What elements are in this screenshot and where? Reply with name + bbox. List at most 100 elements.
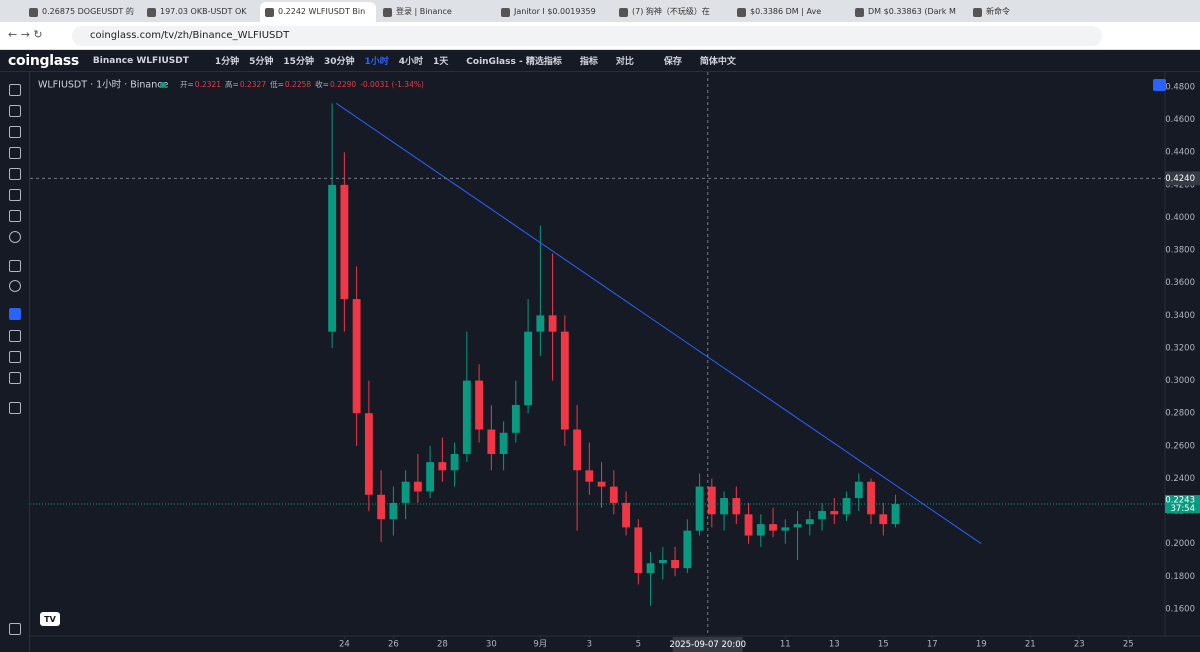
candle-body xyxy=(671,559,679,569)
browser-tab[interactable]: 197.03 OKB-USDT OK xyxy=(142,2,258,22)
countdown: 37:54 xyxy=(1171,504,1196,514)
y-tick-label: 0.3000 xyxy=(1165,376,1195,386)
nav-buttons[interactable]: ← → ↻ xyxy=(8,28,43,41)
candle-body xyxy=(524,331,533,406)
drawing-toolbar xyxy=(0,72,30,652)
chart-title: WLFIUSDT · 1小时 · Binance xyxy=(38,79,168,91)
tool-icon[interactable] xyxy=(9,280,21,292)
candle-body xyxy=(364,413,373,495)
candle-body xyxy=(842,498,851,515)
browser-tab[interactable]: 登录 | Binance xyxy=(378,2,494,22)
browser-tab[interactable]: (7) 狗神（不玩级）在 xyxy=(614,2,730,22)
logo[interactable]: coinglass xyxy=(8,52,79,69)
toolbar-item[interactable]: 对比 xyxy=(615,57,634,67)
candle-body xyxy=(475,380,484,430)
last-price-label: 0.2243 xyxy=(1165,496,1195,506)
candle-body xyxy=(658,559,667,564)
last-price-box xyxy=(1165,495,1200,514)
candle-body xyxy=(352,299,361,414)
candle-body xyxy=(389,502,398,520)
y-tick-label: 0.4800 xyxy=(1165,83,1195,93)
toolbar-item[interactable]: 简体中文 xyxy=(699,57,736,67)
tv-logo[interactable] xyxy=(40,612,60,626)
x-tick-label: 28 xyxy=(437,640,448,650)
tool-icon[interactable] xyxy=(9,84,21,96)
tool-icon[interactable] xyxy=(9,260,21,272)
legend-change: -0.0031 (-1.34%) xyxy=(360,80,424,89)
y-tick-label: 0.1600 xyxy=(1165,604,1195,614)
interval[interactable]: 4小时 xyxy=(398,57,424,67)
sync-button[interactable] xyxy=(1153,79,1166,91)
candle-body xyxy=(438,462,447,471)
tool-icon[interactable] xyxy=(9,308,21,320)
browser-tab[interactable]: 0.26875 DOGEUSDT 的 xyxy=(24,2,140,22)
tool-icon[interactable] xyxy=(9,402,21,414)
candle-body xyxy=(536,315,545,332)
tv-logo-text: TV xyxy=(44,615,56,624)
tool-icon[interactable] xyxy=(9,189,21,201)
tool-icon[interactable] xyxy=(9,351,21,363)
toolbar-item[interactable]: 保存 xyxy=(663,57,682,67)
ohlc-legend: 开= 0.2321 高= 0.2327 低= 0.2258 收= 0.2290 -0.0031 … xyxy=(180,79,424,89)
candle-body xyxy=(879,514,888,525)
y-tick-label: 0.3200 xyxy=(1165,343,1195,353)
x-tick-label: 9月 xyxy=(533,640,547,650)
y-tick-label: 0.3800 xyxy=(1165,246,1195,256)
candle-body xyxy=(462,380,471,454)
trendline xyxy=(335,102,982,545)
symbol[interactable]: Binance WLFIUSDT xyxy=(92,55,189,66)
interval[interactable]: 1天 xyxy=(433,57,449,67)
toolbar-item[interactable]: 指标 xyxy=(579,57,598,67)
candle-body xyxy=(340,184,349,300)
interval[interactable]: 30分钟 xyxy=(323,57,355,67)
candle-body xyxy=(793,524,802,528)
candle-body xyxy=(683,530,692,569)
candle-body xyxy=(585,470,594,482)
y-tick-label: 0.1800 xyxy=(1165,572,1195,582)
candle-body xyxy=(377,494,386,520)
tool-icon[interactable] xyxy=(9,231,21,243)
candle-body xyxy=(634,527,643,574)
y-tick-label: 0.4000 xyxy=(1165,213,1195,223)
candle-body xyxy=(720,498,728,515)
browser-tab[interactable]: DM $0.33863 (Dark M xyxy=(850,2,966,22)
y-tick-label: 0.2800 xyxy=(1165,409,1195,419)
x-tick-label: 17 xyxy=(927,640,938,650)
tool-icon[interactable] xyxy=(9,372,21,384)
url-field[interactable]: coinglass.com/tv/zh/Binance_WLFIUSDT xyxy=(72,26,1102,46)
candle-body xyxy=(499,432,508,454)
browser-tab[interactable]: 0.2242 WLFIUSDT Bin xyxy=(260,2,376,22)
tool-icon[interactable] xyxy=(9,147,21,159)
crosshair-y-label: 0.4240 xyxy=(1165,174,1195,184)
legend-value: 0.2290 xyxy=(330,80,356,89)
y-tick-label: 0.2600 xyxy=(1165,441,1195,451)
legend-key: 收= xyxy=(315,79,329,89)
browser-tab[interactable]: Janitor I $0.0019359 xyxy=(496,2,612,22)
candle-body xyxy=(328,184,337,332)
tool-icon[interactable] xyxy=(9,623,21,635)
candle-body xyxy=(646,563,655,574)
tool-icon[interactable] xyxy=(9,210,21,222)
tool-icon[interactable] xyxy=(9,105,21,117)
candle-body xyxy=(695,486,704,531)
candle-body xyxy=(426,462,435,492)
tool-icon[interactable] xyxy=(9,168,21,180)
candle-body xyxy=(573,429,582,471)
y-tick-label: 0.2000 xyxy=(1165,539,1195,549)
candle-body xyxy=(891,504,900,525)
interval[interactable]: 1分钟 xyxy=(214,57,240,67)
browser-tab[interactable]: $0.3386 DM | Ave xyxy=(732,2,848,22)
interval[interactable]: 1小时 xyxy=(364,57,389,67)
interval[interactable]: 15分钟 xyxy=(283,57,314,67)
x-tick-label: 15 xyxy=(878,640,889,650)
interval[interactable]: 5分钟 xyxy=(249,57,274,67)
toolbar-item[interactable]: CoinGlass - 精选指标 xyxy=(466,57,562,67)
candle-body xyxy=(707,486,716,515)
status-dot xyxy=(160,82,166,88)
y-tick-label: 0.4400 xyxy=(1165,148,1195,158)
tool-icon[interactable] xyxy=(9,330,21,342)
legend-value: 0.2258 xyxy=(285,80,311,89)
tool-icon[interactable] xyxy=(9,126,21,138)
browser-tab[interactable]: 新命令 xyxy=(968,2,1084,22)
